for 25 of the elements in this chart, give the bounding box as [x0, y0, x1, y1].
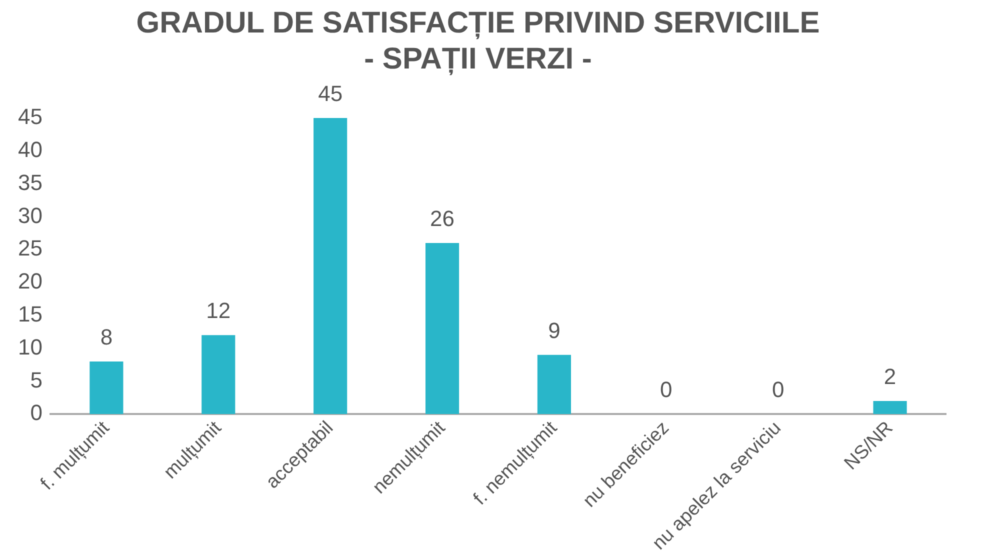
y-tick-label: 35: [18, 170, 42, 195]
chart-title: GRADUL DE SATISFACȚIE PRIVIND SERVICIILE - SPAȚII VERZI -: [136, 6, 820, 76]
data-label: 9: [548, 318, 560, 343]
y-tick-label: 15: [18, 301, 42, 326]
y-tick-label: 45: [18, 104, 42, 130]
data-label: 0: [772, 377, 784, 402]
bar: [873, 400, 907, 414]
data-label: 0: [660, 377, 672, 402]
y-tick-label: 25: [18, 236, 42, 261]
y-tick-label: 20: [18, 268, 42, 294]
y-tick-label: 5: [30, 367, 42, 392]
bar: [314, 118, 348, 414]
data-label: 2: [884, 364, 896, 390]
y-tick-label: 40: [18, 136, 42, 162]
data-label: 8: [100, 324, 113, 350]
data-label: 45: [318, 81, 343, 106]
bar: [537, 354, 571, 414]
y-tick-label: 0: [30, 400, 42, 426]
data-label: 26: [430, 206, 455, 232]
data-label: 12: [206, 298, 231, 324]
bar: [202, 335, 236, 414]
y-tick-label: 10: [18, 334, 42, 360]
bar: [425, 243, 460, 414]
bar: [90, 362, 124, 414]
y-tick-label: 30: [18, 202, 42, 228]
